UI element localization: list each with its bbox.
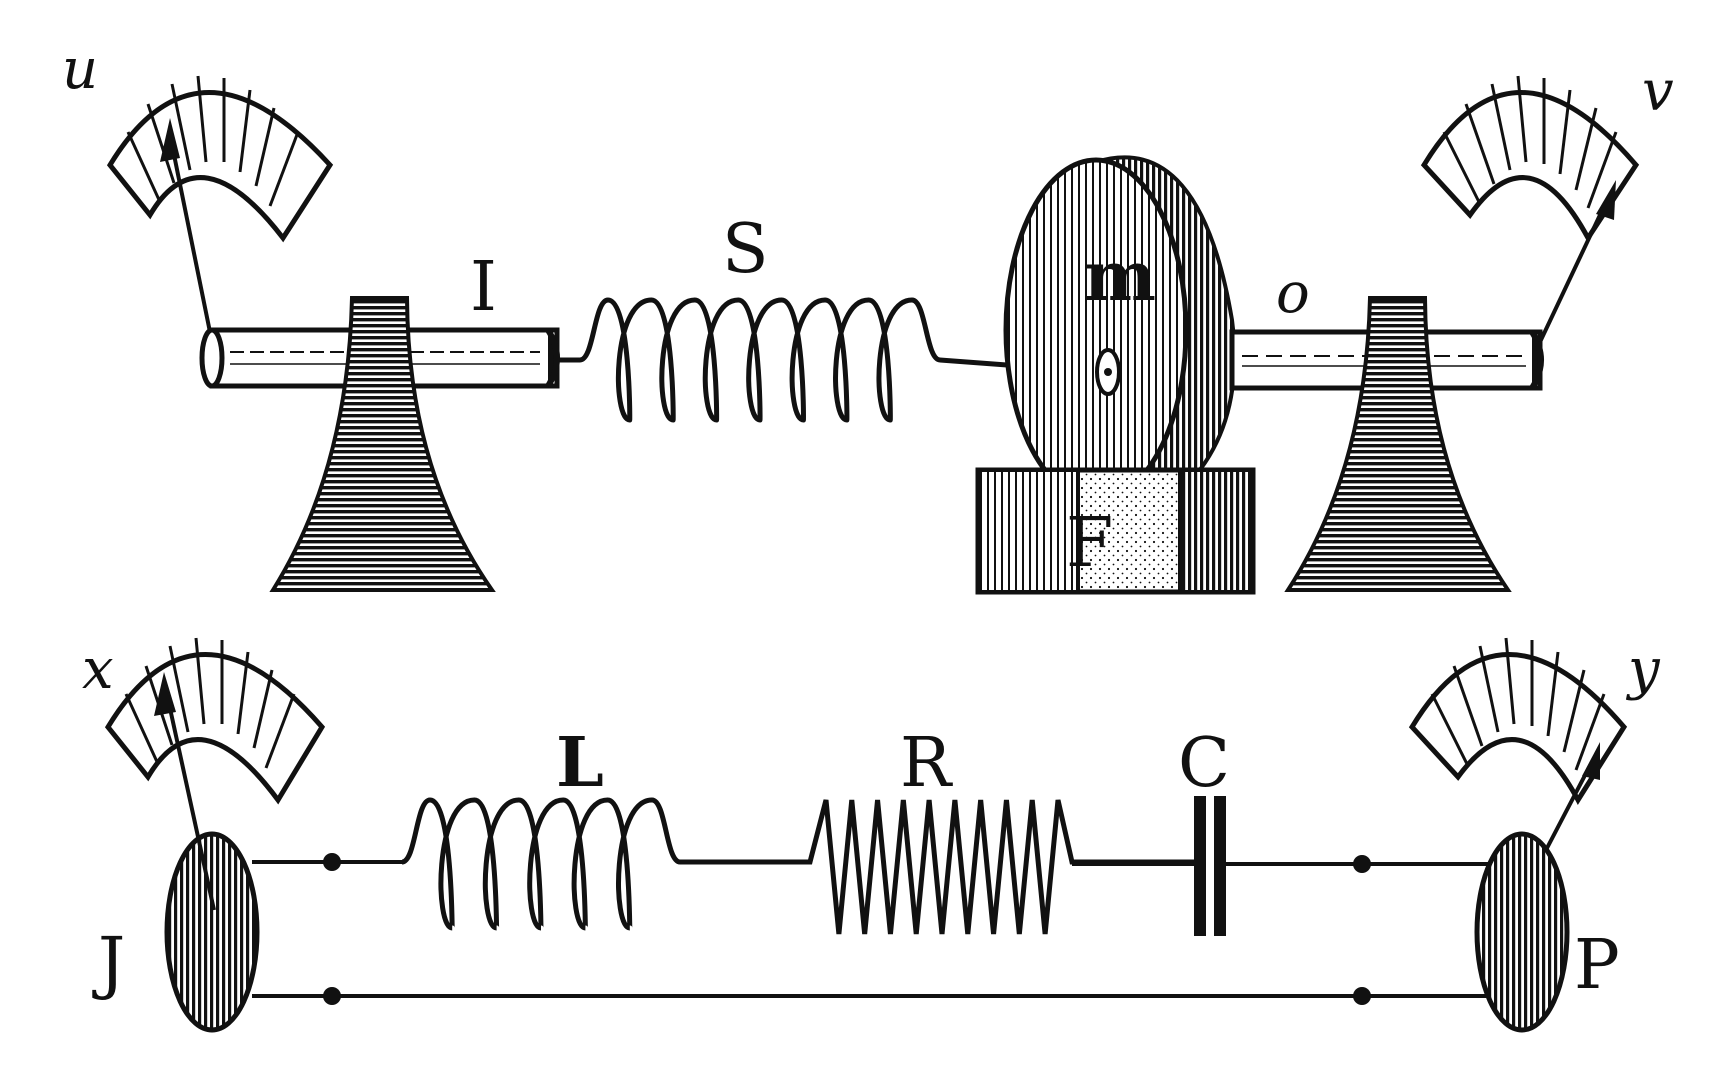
gauge-x: x (82, 637, 326, 805)
gauge-y-scale (1408, 652, 1628, 805)
label-u: u (62, 37, 98, 102)
spring-s: S (557, 210, 1101, 423)
label-o: o (1276, 261, 1310, 326)
label-c: C (1178, 724, 1230, 803)
label-l: L (556, 723, 604, 803)
gauge-u-needle (168, 134, 214, 343)
gauge-v-needle (1538, 197, 1610, 343)
label-r: R (900, 724, 953, 803)
label-y: y (1625, 637, 1661, 702)
label-x: x (82, 637, 114, 702)
right-stand (1284, 296, 1512, 592)
label-p: P (1574, 926, 1620, 1005)
base-f: F (975, 467, 1256, 595)
label-i: I (470, 248, 497, 327)
gauge-v-scale (1420, 90, 1640, 243)
label-s: S (722, 210, 769, 289)
inductor-l: L (400, 723, 790, 931)
meter-p: P (1474, 742, 1620, 1033)
label-m: m (1084, 237, 1156, 317)
meter-j: J (92, 672, 260, 1033)
resistor-r: R (790, 724, 1194, 935)
flywheel-m: m (1003, 155, 1237, 503)
gauge-u: u (62, 37, 334, 343)
capacitor-c: C (1178, 724, 1230, 936)
gauge-v: v (1420, 59, 1674, 343)
gauge-x-needle (164, 689, 216, 911)
junction-dots (323, 853, 1371, 1005)
label-f: F (1066, 504, 1113, 583)
gauge-y: y (1408, 637, 1661, 805)
label-j: J (92, 924, 125, 1003)
left-stand (269, 296, 496, 592)
gauge-u-scale (106, 90, 334, 243)
label-v: v (1642, 59, 1674, 124)
